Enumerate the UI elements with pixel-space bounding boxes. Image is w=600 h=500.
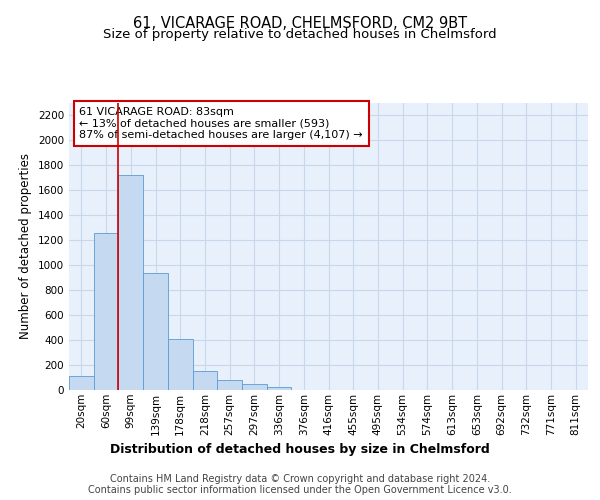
Bar (69, 376, 94, 390)
Bar (242, 384, 267, 390)
Text: 61 VICARAGE ROAD: 83sqm
← 13% of detached houses are smaller (593)
87% of semi-d: 61 VICARAGE ROAD: 83sqm ← 13% of detache… (79, 107, 363, 140)
Text: Size of property relative to detached houses in Chelmsford: Size of property relative to detached ho… (103, 28, 497, 41)
Text: 61, VICARAGE ROAD, CHELMSFORD, CM2 9BT: 61, VICARAGE ROAD, CHELMSFORD, CM2 9BT (133, 16, 467, 31)
Bar (118, 175, 143, 390)
Bar (168, 340, 193, 390)
Y-axis label: Number of detached properties: Number of detached properties (19, 153, 32, 340)
Bar (143, 272, 168, 390)
Text: Distribution of detached houses by size in Chelmsford: Distribution of detached houses by size … (110, 442, 490, 456)
Bar (193, 371, 217, 390)
Bar (217, 380, 242, 390)
Bar (267, 387, 292, 390)
Text: Contains public sector information licensed under the Open Government Licence v3: Contains public sector information licen… (88, 485, 512, 495)
Bar (94, 232, 118, 390)
Text: Contains HM Land Registry data © Crown copyright and database right 2024.: Contains HM Land Registry data © Crown c… (110, 474, 490, 484)
